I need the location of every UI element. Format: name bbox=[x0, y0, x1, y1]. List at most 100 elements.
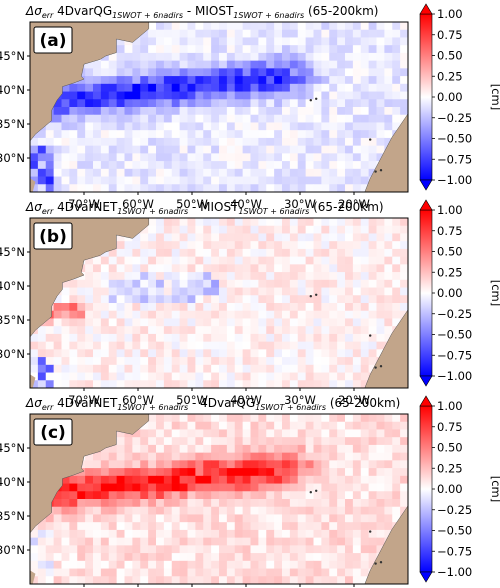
heatmap-cell bbox=[132, 52, 141, 62]
heatmap-cell bbox=[108, 248, 118, 258]
heatmap-cell bbox=[234, 380, 244, 389]
heatmap-cell bbox=[61, 130, 70, 139]
heatmap-cell bbox=[313, 414, 322, 423]
heatmap-cell bbox=[337, 437, 346, 446]
heatmap-cell bbox=[337, 279, 346, 288]
heatmap-cell bbox=[203, 414, 212, 423]
heatmap-cell bbox=[100, 357, 110, 366]
heatmap-cell bbox=[61, 114, 70, 123]
heatmap-cell bbox=[305, 68, 314, 77]
heatmap-cell bbox=[368, 256, 377, 265]
heatmap-cell bbox=[250, 137, 259, 147]
heatmap-cell bbox=[360, 184, 370, 193]
heatmap-cell bbox=[321, 349, 330, 358]
heatmap-cell bbox=[266, 168, 275, 177]
heatmap-cell bbox=[392, 241, 401, 250]
heatmap-cell bbox=[100, 248, 110, 258]
heatmap-cell bbox=[282, 176, 291, 185]
heatmap-cell bbox=[179, 130, 188, 139]
heatmap-cell bbox=[258, 52, 267, 62]
heatmap-cell bbox=[313, 318, 322, 327]
heatmap-cell bbox=[352, 145, 362, 154]
heatmap-cell bbox=[219, 310, 228, 319]
heatmap-cell bbox=[242, 444, 251, 454]
heatmap-cell bbox=[140, 45, 149, 54]
heatmap-cell bbox=[219, 248, 228, 258]
heatmap-cell bbox=[132, 380, 141, 389]
y-tick-label: 45°N bbox=[0, 49, 25, 63]
heatmap-cell bbox=[313, 107, 322, 116]
heatmap-cell bbox=[132, 491, 141, 500]
heatmap-cell bbox=[187, 560, 196, 569]
heatmap-cell bbox=[242, 256, 251, 265]
heatmap-cell bbox=[140, 161, 149, 170]
heatmap-cell bbox=[124, 537, 133, 546]
heatmap-cell bbox=[337, 444, 346, 454]
heatmap-cell bbox=[108, 364, 118, 373]
heatmap-cell bbox=[305, 45, 314, 54]
heatmap-cell bbox=[171, 303, 181, 312]
heatmap-cell bbox=[187, 91, 196, 100]
heatmap-cell bbox=[274, 279, 283, 288]
heatmap-cell bbox=[171, 380, 181, 389]
heatmap-cell bbox=[108, 529, 118, 539]
heatmap-cell bbox=[242, 506, 251, 515]
heatmap-cell bbox=[195, 475, 204, 484]
heatmap-cell bbox=[321, 491, 330, 500]
heatmap-cell bbox=[274, 576, 283, 585]
heatmap-cell bbox=[116, 475, 125, 484]
heatmap-cell bbox=[360, 568, 370, 577]
heatmap-cell bbox=[345, 514, 354, 523]
heatmap-cell bbox=[258, 460, 267, 469]
heatmap-cell bbox=[187, 264, 196, 273]
heatmap-cell bbox=[250, 514, 259, 523]
heatmap-cell bbox=[140, 545, 149, 554]
heatmap-cell bbox=[297, 45, 307, 54]
heatmap-cell bbox=[234, 29, 244, 38]
heatmap-cell bbox=[250, 122, 259, 131]
heatmap-cell bbox=[274, 491, 283, 500]
heatmap-cell bbox=[156, 130, 165, 139]
heatmap-cell bbox=[124, 553, 133, 562]
heatmap-cell bbox=[226, 545, 236, 554]
heatmap-cell bbox=[360, 233, 370, 242]
heatmap-cell bbox=[313, 545, 322, 554]
heatmap-cell bbox=[187, 506, 196, 515]
heatmap-cell bbox=[321, 364, 330, 373]
heatmap-cell bbox=[352, 514, 362, 523]
heatmap-cell bbox=[203, 168, 212, 177]
heatmap-cell bbox=[274, 522, 283, 531]
heatmap-cell bbox=[321, 122, 330, 131]
heatmap-cell bbox=[108, 310, 118, 319]
heatmap-cell bbox=[226, 349, 236, 358]
heatmap-cell bbox=[321, 460, 330, 469]
heatmap-cell bbox=[345, 341, 354, 350]
heatmap-cell bbox=[163, 444, 173, 454]
heatmap-cell bbox=[85, 506, 94, 515]
heatmap-cell bbox=[305, 22, 314, 31]
heatmap-cell bbox=[93, 545, 102, 554]
heatmap-cell bbox=[100, 99, 110, 108]
heatmap-cell bbox=[148, 545, 157, 554]
heatmap-cell bbox=[195, 303, 204, 312]
heatmap-cell bbox=[305, 272, 314, 281]
heatmap-cell bbox=[203, 326, 212, 335]
heatmap-cell bbox=[211, 568, 220, 577]
heatmap-cell bbox=[289, 218, 299, 227]
heatmap-cell bbox=[187, 483, 196, 492]
heatmap-cell bbox=[313, 52, 322, 62]
heatmap-cell bbox=[250, 491, 259, 500]
heatmap-cell bbox=[384, 37, 393, 46]
heatmap-cell bbox=[179, 225, 188, 234]
heatmap-cell bbox=[266, 130, 275, 139]
heatmap-cell bbox=[69, 357, 78, 366]
heatmap-cell bbox=[400, 483, 409, 492]
heatmap-cell bbox=[289, 576, 299, 585]
heatmap-cell bbox=[360, 452, 370, 461]
heatmap-cell bbox=[345, 176, 354, 185]
panel-2: Δσerr 4DvarNET1SWOT + 6nadirs - MIOST1SW… bbox=[0, 199, 500, 407]
heatmap-cell bbox=[132, 168, 141, 177]
heatmap-cell bbox=[156, 29, 165, 38]
island-marker bbox=[369, 334, 372, 337]
panel-label-box bbox=[33, 222, 73, 250]
